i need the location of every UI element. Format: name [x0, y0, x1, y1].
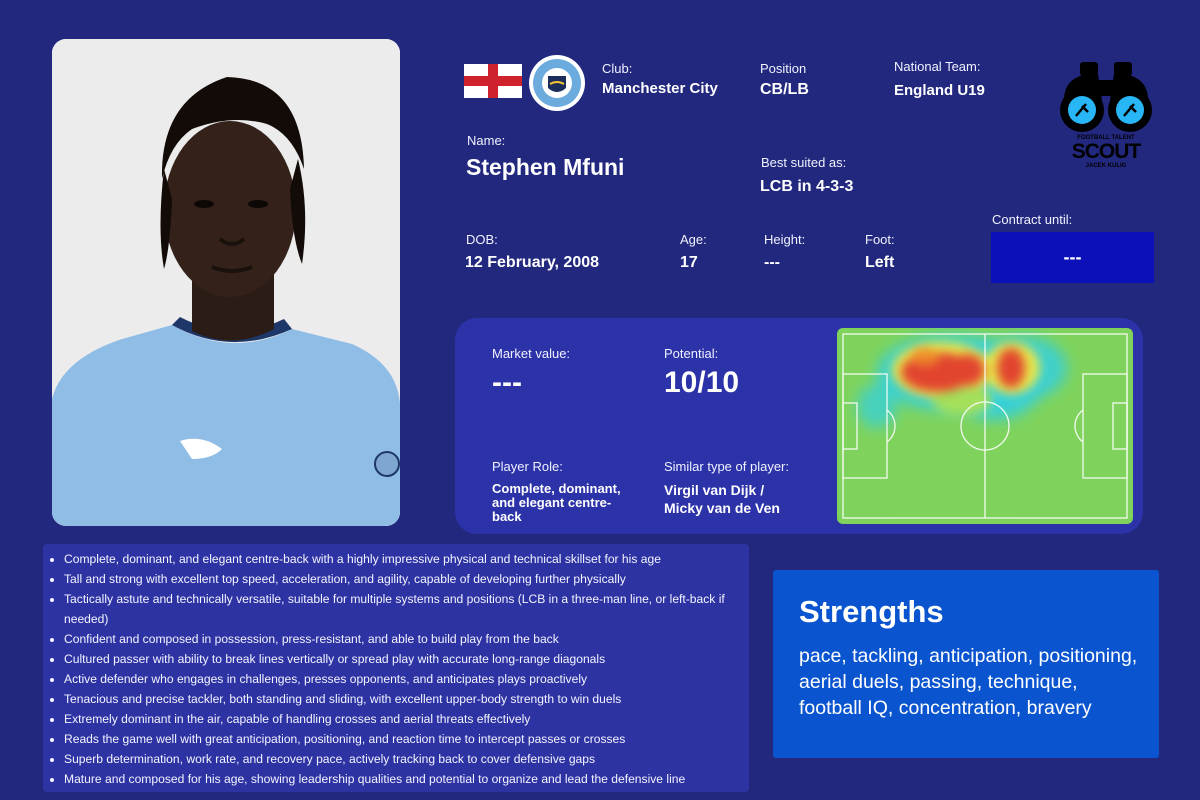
potential-label: Potential:: [664, 346, 719, 361]
club-value: Manchester City: [602, 80, 718, 97]
best-suited-label: Best suited as:: [761, 155, 847, 170]
dob-value: 12 February, 2008: [465, 254, 600, 271]
pitch-lines: [842, 333, 1128, 519]
club-label: Club:: [602, 61, 633, 76]
list-item: Extremely dominant in the air, capable o…: [64, 709, 737, 729]
name-label: Name:: [467, 133, 506, 148]
england-flag-icon: [464, 64, 522, 98]
similar-player-line-2: Micky van de Ven: [664, 500, 780, 516]
pitch-heatmap: [837, 328, 1133, 524]
potential-value: 10/10: [664, 366, 740, 399]
list-item: Complete, dominant, and elegant centre-b…: [64, 549, 737, 569]
dob-label: DOB:: [466, 232, 498, 247]
player-role-label: Player Role:: [492, 459, 563, 474]
list-item: Confident and composed in possession, pr…: [64, 629, 737, 649]
contract-value: ---: [1063, 247, 1082, 267]
list-item: Cultured passer with ability to break li…: [64, 649, 737, 669]
logo-top-text: FOOTBALL TALENT: [1077, 135, 1135, 141]
list-item: Tall and strong with excellent top speed…: [64, 569, 737, 589]
similar-player-line-1: Virgil van Dijk /: [664, 482, 765, 498]
list-item: Superb determination, work rate, and rec…: [64, 749, 737, 769]
scouting-notes-list: Complete, dominant, and elegant centre-b…: [43, 544, 749, 789]
position-value: CB/LB: [760, 81, 809, 98]
player-photo: [52, 39, 400, 526]
market-value-label: Market value:: [492, 346, 571, 361]
position-label: Position: [760, 61, 807, 76]
national-team-value: England U19: [894, 82, 985, 99]
binoculars-icon: [1060, 62, 1152, 132]
best-suited-value: LCB in 4-3-3: [760, 178, 854, 195]
similar-player-label: Similar type of player:: [664, 459, 789, 474]
foot-label: Foot:: [865, 232, 895, 247]
strengths-box: Strengths pace, tackling, anticipation, …: [773, 570, 1159, 758]
height-label: Height:: [764, 232, 806, 247]
contract-label: Contract until:: [992, 212, 1073, 227]
logo-sub-text: JACEK KULIG: [1085, 163, 1127, 169]
age-label: Age:: [680, 232, 707, 247]
contract-value-box: ---: [991, 232, 1154, 283]
national-team-label: National Team:: [894, 59, 981, 74]
list-item: Mature and composed for his age, showing…: [64, 769, 737, 789]
list-item: Tenacious and precise tackler, both stan…: [64, 689, 737, 709]
player-role-value: Complete, dominant, and elegant centre-b…: [492, 481, 621, 524]
height-value: ---: [764, 254, 780, 271]
market-value: ---: [492, 366, 522, 399]
logo-main-text: SCOUT: [1071, 140, 1142, 163]
player-portrait-illustration: [52, 39, 400, 526]
scouting-notes-panel: Complete, dominant, and elegant centre-b…: [43, 544, 749, 792]
player-name: Stephen Mfuni: [466, 154, 625, 180]
age-value: 17: [680, 254, 698, 271]
manchester-city-crest-icon: [528, 54, 586, 112]
strengths-text: pace, tackling, anticipation, positionin…: [799, 645, 1138, 719]
heat-zone-core: [901, 348, 1025, 392]
strengths-title: Strengths: [799, 594, 944, 629]
list-item: Active defender who engages in challenge…: [64, 669, 737, 689]
list-item: Reads the game well with great anticipat…: [64, 729, 737, 749]
foot-value: Left: [865, 254, 895, 271]
list-item: Tactically astute and technically versat…: [64, 589, 737, 629]
scout-logo: FOOTBALL TALENT SCOUT JACEK KULIG: [1058, 60, 1154, 172]
